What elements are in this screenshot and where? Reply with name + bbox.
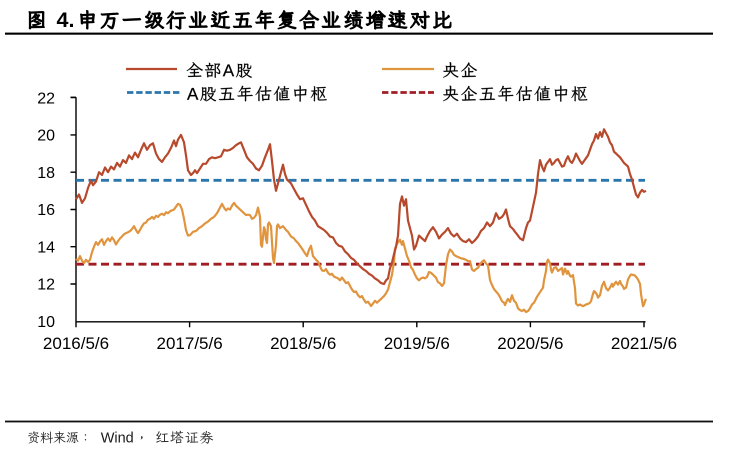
svg-text:20: 20 — [37, 128, 55, 145]
svg-text:2021/5/6: 2021/5/6 — [611, 334, 677, 353]
svg-text:Wind: Wind — [101, 430, 134, 446]
svg-text:2016/5/6: 2016/5/6 — [43, 334, 109, 353]
svg-text:18: 18 — [37, 165, 55, 182]
svg-text:16: 16 — [37, 202, 55, 219]
svg-text:2020/5/6: 2020/5/6 — [497, 334, 563, 353]
svg-text:2018/5/6: 2018/5/6 — [270, 334, 336, 353]
svg-text:10: 10 — [37, 314, 55, 331]
svg-text:2017/5/6: 2017/5/6 — [157, 334, 223, 353]
svg-text:14: 14 — [37, 239, 55, 256]
svg-text:2019/5/6: 2019/5/6 — [384, 334, 450, 353]
svg-text:4.: 4. — [57, 8, 75, 32]
svg-text:22: 22 — [37, 90, 55, 107]
svg-text:12: 12 — [37, 277, 55, 294]
